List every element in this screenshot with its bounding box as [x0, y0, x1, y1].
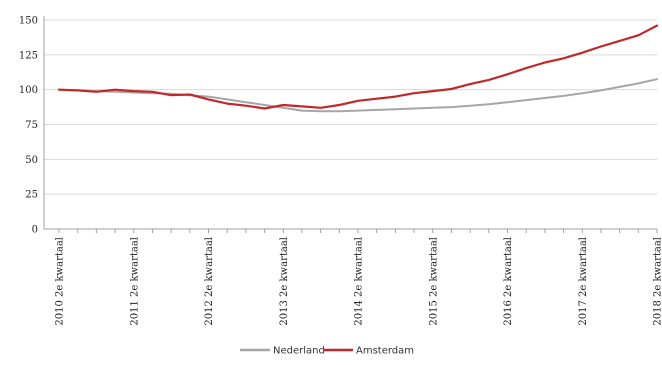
y-tick-label: 0	[32, 225, 38, 236]
x-tick-label: 2016 2e kwartaal	[503, 237, 514, 326]
x-tick-label: 2013 2e kwartaal	[279, 237, 290, 326]
y-tick-label: 150	[19, 16, 38, 27]
y-tick-label: 100	[19, 85, 38, 96]
x-tick-labels: 2010 2e kwartaal 2011 2e kwartaal 2012 2e …	[55, 237, 662, 326]
series-layer	[57, 24, 659, 113]
x-tick-label: 2011 2e kwartaal	[129, 237, 140, 326]
series-line-nederland	[58, 78, 658, 113]
x-tick-label: 2014 2e kwartaal	[354, 237, 365, 326]
series-line-amsterdam	[57, 24, 659, 110]
x-tick-label: 2018 2e kwartaal	[653, 237, 662, 326]
grid-layer	[44, 19, 657, 195]
legend-label-amsterdam: Amsterdam	[356, 346, 414, 357]
x-tick-label: 2017 2e kwartaal	[578, 237, 589, 326]
x-tick-label: 2012 2e kwartaal	[204, 237, 215, 326]
x-tick-label: 2015 2e kwartaal	[428, 237, 439, 326]
axis-layer	[43, 16, 658, 233]
y-tick-label: 25	[25, 190, 38, 201]
legend: Nederland Amsterdam	[240, 346, 414, 357]
y-tick-label: 50	[25, 155, 38, 166]
y-tick-label: 125	[19, 50, 38, 61]
x-tick-label: 2010 2e kwartaal	[55, 237, 66, 326]
y-tick-labels: 0 25 50 75 100 125 150	[19, 16, 38, 236]
y-tick-label: 75	[25, 120, 38, 131]
legend-label-nederland: Nederland	[273, 346, 325, 357]
